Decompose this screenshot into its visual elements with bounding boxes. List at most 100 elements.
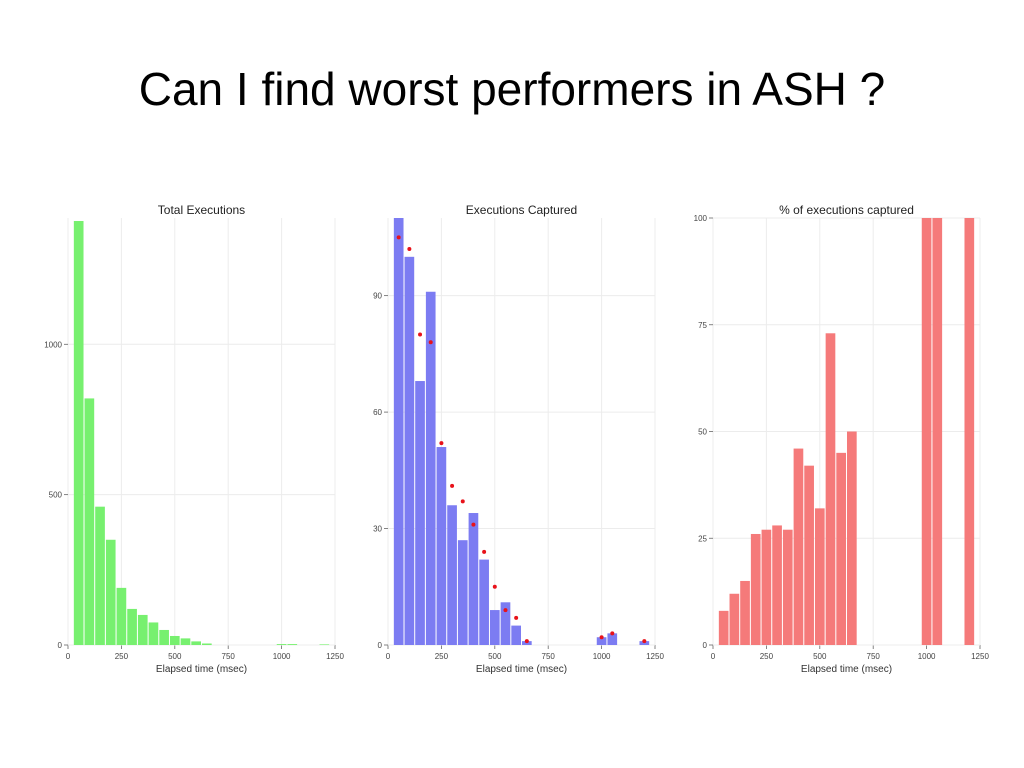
data-point-marker: [439, 441, 444, 446]
x-tick-label: 250: [115, 652, 129, 661]
x-axis-label: Elapsed time (msec): [156, 664, 247, 675]
x-axis-label: Elapsed time (msec): [476, 664, 567, 675]
data-point-marker: [492, 584, 497, 589]
histogram-bar: [84, 398, 95, 645]
x-tick-label: 250: [760, 652, 774, 661]
histogram-bar: [202, 643, 212, 645]
data-point-marker: [450, 483, 455, 488]
histogram-bar: [159, 629, 169, 645]
data-point-marker: [503, 608, 508, 613]
x-tick-label: 1250: [971, 652, 989, 661]
histogram-bar: [729, 593, 740, 645]
data-point-marker: [396, 235, 401, 240]
panel-title: Executions Captured: [466, 203, 577, 217]
x-tick-label: 1250: [646, 652, 664, 661]
histogram-bar: [479, 559, 489, 645]
y-tick-label: 0: [378, 641, 383, 650]
x-axis-label: Elapsed time (msec): [801, 664, 892, 675]
histogram-bar: [137, 614, 148, 645]
x-tick-label: 500: [168, 652, 182, 661]
histogram-bar: [932, 218, 943, 645]
data-point-marker: [610, 631, 615, 636]
y-tick-label: 25: [698, 534, 707, 543]
data-point-marker: [471, 522, 476, 527]
x-tick-label: 750: [867, 652, 881, 661]
histogram-bar: [772, 525, 782, 645]
histogram-bar: [468, 513, 479, 645]
histogram-bar: [793, 448, 804, 645]
histogram-bar: [415, 381, 425, 645]
x-tick-label: 1000: [593, 652, 611, 661]
data-point-marker: [524, 639, 529, 644]
x-tick-label: 1250: [326, 652, 344, 661]
x-tick-label: 750: [222, 652, 236, 661]
histogram-bar: [447, 505, 457, 645]
chart-executions-captured: Executions Captured 0 250 500 750 1000 1250 0 30…: [373, 203, 664, 675]
histogram-bar: [180, 638, 191, 645]
x-tick-label: 1000: [918, 652, 936, 661]
histogram-bar: [740, 580, 750, 645]
histogram-bar: [814, 508, 825, 645]
x-tick-label: 500: [488, 652, 502, 661]
y-tick-label: 90: [373, 292, 382, 301]
histogram-bar: [761, 529, 772, 645]
data-point-marker: [428, 340, 433, 345]
histogram-bar: [718, 610, 729, 645]
histogram-bar: [116, 587, 127, 645]
y-tick-label: 50: [698, 428, 707, 437]
x-tick-label: 0: [386, 652, 391, 661]
data-point-marker: [514, 615, 519, 620]
histogram-bar: [191, 641, 201, 645]
histogram-bar: [804, 465, 814, 645]
histogram-bar: [148, 622, 159, 645]
y-tick-label: 60: [373, 408, 382, 417]
histogram-bar: [825, 333, 836, 645]
x-tick-label: 500: [813, 652, 827, 661]
panel-title: Total Executions: [158, 203, 245, 217]
y-tick-label: 30: [373, 525, 382, 534]
histogram-bar: [127, 608, 137, 645]
y-tick-label: 1000: [44, 340, 62, 349]
x-tick-label: 1000: [273, 652, 291, 661]
x-tick-label: 0: [66, 652, 71, 661]
data-point-marker: [418, 332, 423, 337]
histogram-bar: [425, 291, 436, 645]
data-point-marker: [460, 499, 465, 504]
data-point-marker: [482, 549, 487, 554]
histogram-bar: [511, 625, 521, 645]
histogram-bar: [782, 529, 793, 645]
histogram-bar: [393, 218, 404, 645]
histogram-bar: [287, 644, 298, 645]
histogram-bar: [436, 447, 447, 645]
y-tick-label: 75: [698, 321, 707, 330]
panel-title: % of executions captured: [779, 203, 914, 217]
y-tick-label: 500: [49, 491, 63, 500]
x-tick-label: 750: [542, 652, 556, 661]
histogram-bar: [596, 637, 607, 645]
histogram-bar: [319, 644, 330, 645]
y-tick-label: 0: [703, 641, 708, 650]
histogram-bar: [73, 221, 84, 645]
histogram-bar: [607, 633, 618, 645]
histogram-bar: [847, 431, 857, 645]
histogram-bar: [105, 539, 116, 645]
histogram-bar: [750, 533, 761, 645]
y-tick-label: 0: [58, 641, 63, 650]
histogram-bar: [964, 218, 975, 645]
histogram-bar: [169, 635, 180, 645]
histogram-bar: [921, 218, 932, 645]
histogram-bar: [457, 540, 468, 645]
x-tick-label: 250: [435, 652, 449, 661]
data-point-marker: [599, 635, 604, 640]
histogram-bar: [500, 602, 511, 645]
histogram-bar: [404, 256, 415, 645]
x-tick-label: 0: [711, 652, 716, 661]
histogram-bar: [489, 610, 500, 645]
histogram-bar: [276, 644, 287, 645]
slide-title: Can I find worst performers in ASH ?: [138, 63, 886, 115]
y-tick-label: 100: [694, 214, 708, 223]
data-point-marker: [642, 639, 647, 644]
chart-total-executions: Total Executions 0 250 500 750 1000 1250 0 500 10…: [44, 203, 344, 675]
data-point-marker: [407, 247, 412, 252]
